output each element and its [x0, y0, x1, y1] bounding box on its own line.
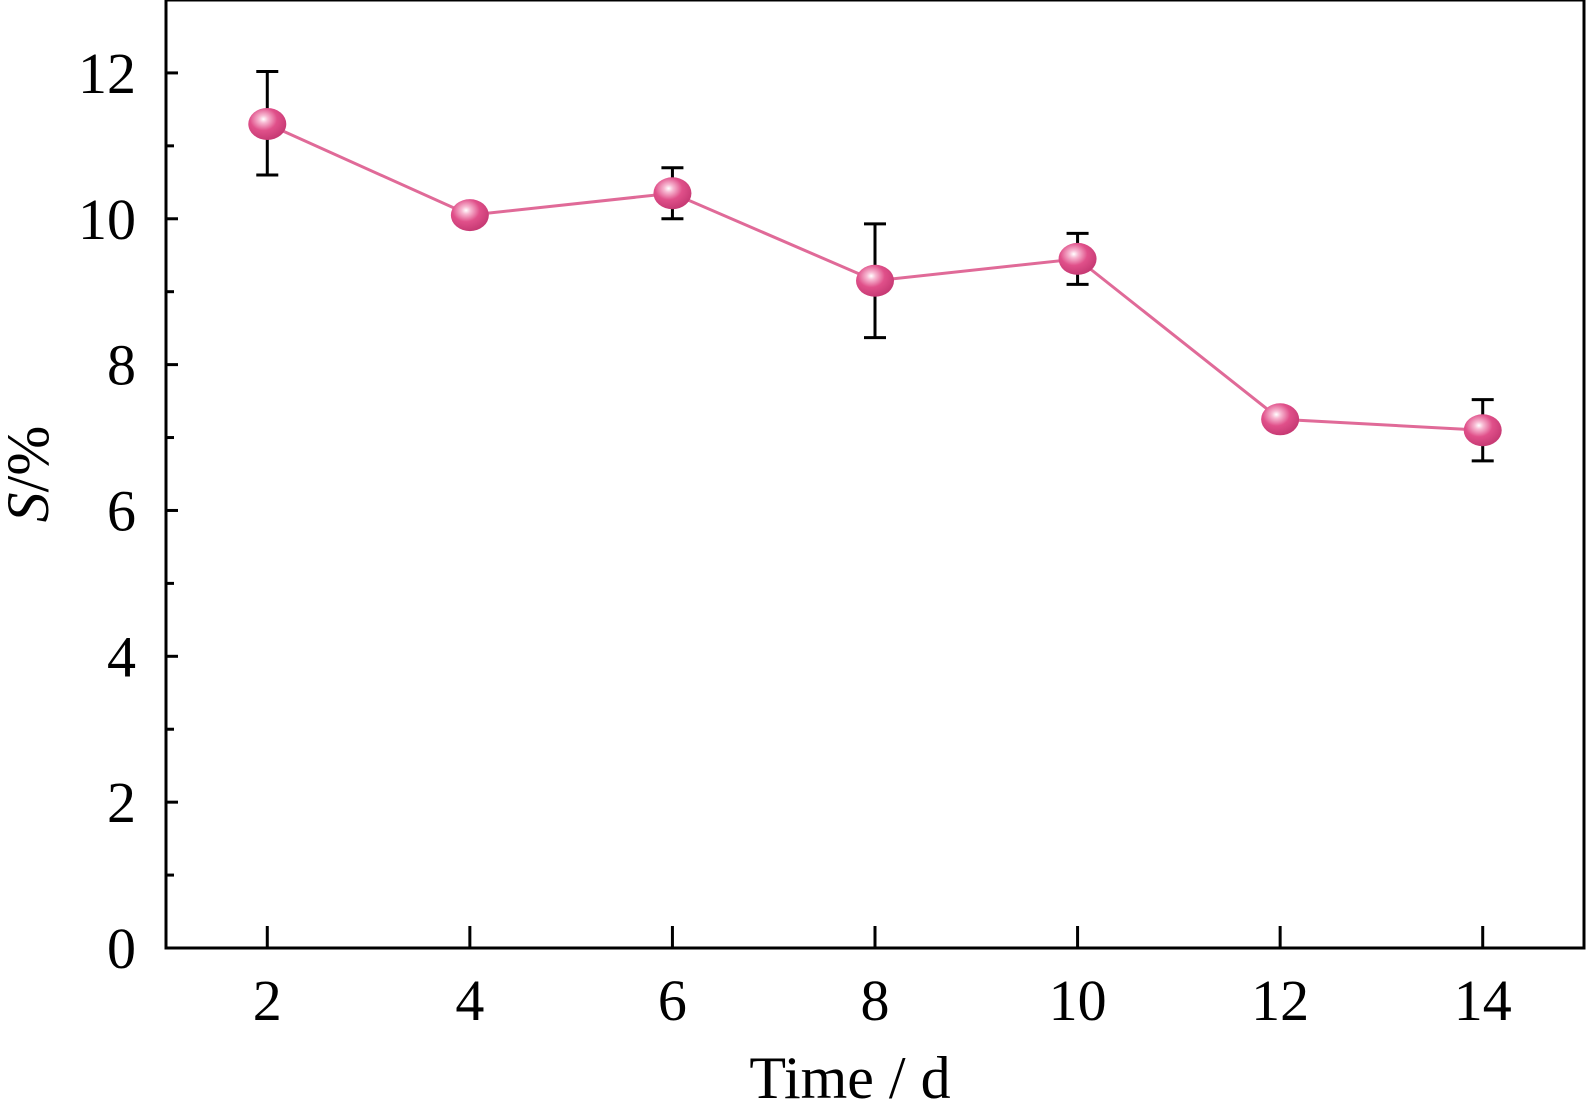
y-tick-label: 12 — [78, 41, 136, 106]
y-axis: 0 2 4 6 8 10 12 — [78, 41, 178, 981]
x-tick-label: 8 — [861, 968, 890, 1033]
plot-frame — [164, 0, 1586, 950]
y-axis-title-symbol: S — [0, 492, 61, 522]
x-tick-label: 14 — [1454, 968, 1512, 1033]
data-point — [653, 177, 692, 210]
data-point — [1058, 242, 1097, 275]
x-tick-label: 10 — [1049, 968, 1107, 1033]
x-tick-label: 4 — [455, 968, 484, 1033]
y-axis-title: S/% — [0, 426, 61, 523]
y-tick-label: 8 — [107, 333, 136, 398]
x-axis-title: Time / d — [749, 1045, 950, 1111]
series-layer — [248, 69, 1502, 463]
y-tick-label: 0 — [107, 916, 136, 981]
data-point — [450, 199, 489, 232]
x-axis: 2 4 6 8 10 12 14 — [253, 926, 1512, 1033]
x-tick-label: 2 — [253, 968, 282, 1033]
data-point — [1463, 414, 1502, 447]
y-tick-label: 2 — [107, 770, 136, 835]
x-tick-label: 6 — [658, 968, 687, 1033]
x-tick-label: 12 — [1251, 968, 1309, 1033]
y-tick-label: 10 — [78, 187, 136, 252]
y-tick-label: 4 — [107, 624, 136, 689]
data-point — [248, 107, 287, 140]
data-point — [1261, 403, 1300, 436]
y-axis-title-unit: /% — [0, 426, 61, 493]
data-point — [856, 264, 894, 297]
y-tick-label: 6 — [107, 478, 136, 543]
